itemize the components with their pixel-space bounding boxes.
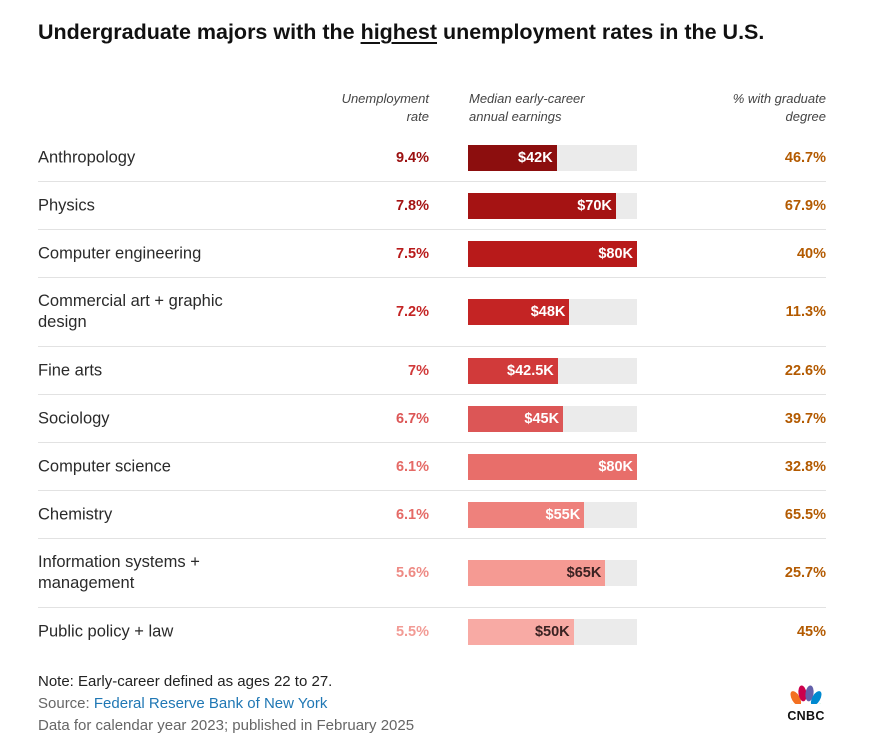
graduate-degree-value: 45%: [796, 623, 826, 640]
peacock-icon: [783, 685, 829, 715]
major-label: Anthropology: [38, 148, 136, 166]
header-earnings-line-1: Median early-career: [469, 91, 585, 106]
earnings-bar-label: $65K: [566, 565, 602, 581]
graduate-degree-value: 65.5%: [784, 506, 826, 523]
table-row: Anthropology 9.4% $42K 46.7%: [38, 134, 826, 182]
title-part-2: unemployment rates in the U.S.: [437, 20, 765, 44]
major-label: Chemistry: [38, 505, 113, 523]
graduate-degree-value: 40%: [796, 245, 826, 262]
graduate-degree-value: 67.9%: [784, 197, 826, 214]
table-body: Anthropology 9.4% $42K 46.7% Physics 7.8% $70K…: [38, 134, 826, 655]
header-grad-line-1: % with graduate: [732, 91, 826, 106]
earnings-bar: $50K: [468, 618, 574, 645]
table-row: Physics 7.8% $70K 67.9%: [38, 182, 826, 230]
table-row: Fine arts 7% $42.5K 22.6%: [38, 347, 826, 395]
earnings-bar: $42K: [468, 144, 557, 171]
table-row: Sociology 6.7% $45K 39.7%: [38, 395, 826, 443]
table-row: Computer engineering 7.5% $80K 40%: [38, 230, 826, 278]
major-label: Commercial art + graphic design: [38, 292, 223, 331]
unemployment-rate-value: 6.7%: [395, 410, 429, 427]
header-unemployment-line-1: Unemployment: [341, 91, 429, 106]
major-label: Physics: [38, 196, 95, 214]
graduate-degree-value: 46.7%: [784, 149, 826, 166]
major-label: Public policy + law: [38, 622, 174, 640]
graduate-degree-value: 32.8%: [784, 458, 826, 475]
earnings-bar-label: $80K: [598, 458, 633, 475]
earnings-bar-track: $42.5K: [468, 357, 637, 384]
earnings-bar: $42.5K: [468, 357, 558, 384]
chart-title: Undergraduate majors with the highest un…: [38, 20, 858, 45]
source-line: Source: Federal Reserve Bank of New York: [38, 693, 414, 715]
earnings-bar-track: $70K: [468, 192, 637, 219]
earnings-bar-label: $55K: [545, 506, 581, 523]
table-row: Public policy + law 5.5% $50K 45%: [38, 608, 826, 655]
earnings-bar-track: $80K: [468, 453, 637, 480]
cnbc-logo: CNBC: [783, 684, 829, 723]
table-row: Commercial art + graphic design 7.2% $48K 1…: [38, 278, 826, 347]
unemployment-rate-value: 7.5%: [395, 245, 429, 262]
table-row: Information systems + management 5.6% $65K…: [38, 539, 826, 608]
unemployment-rate-value: 5.5%: [395, 623, 429, 640]
unemployment-rate-value: 7.8%: [395, 197, 429, 214]
footer: Note: Early-career defined as ages 22 to…: [38, 671, 414, 737]
footnote: Note: Early-career defined as ages 22 to…: [38, 673, 333, 690]
earnings-bar: $45K: [468, 405, 564, 432]
unemployment-rate-value: 5.6%: [395, 565, 429, 581]
earnings-bar: $80K: [468, 240, 637, 267]
unemployment-rate-value: 9.4%: [395, 149, 429, 166]
earnings-bar-track: $42K: [468, 144, 637, 171]
graduate-degree-value: 25.7%: [784, 565, 826, 581]
earnings-bar-label: $70K: [577, 197, 612, 214]
unemployment-rate-value: 6.1%: [395, 458, 429, 475]
unemployment-rate-value: 7.2%: [395, 304, 429, 320]
earnings-bar-track: $80K: [468, 240, 637, 267]
earnings-bar: $65K: [468, 560, 606, 586]
table-row: Chemistry 6.1% $55K 65.5%: [38, 491, 826, 539]
earnings-bar-track: $55K: [468, 501, 637, 528]
data-note: Data for calendar year 2023; published i…: [38, 717, 415, 734]
earnings-bar-track: $65K: [468, 560, 637, 586]
graduate-degree-value: 11.3%: [785, 304, 826, 320]
major-label: Computer engineering: [38, 244, 202, 262]
unemployment-rate-value: 6.1%: [395, 506, 429, 523]
table-row: Computer science 6.1% $80K 32.8%: [38, 443, 826, 491]
earnings-bar-label: $50K: [534, 623, 570, 640]
title-highlight: highest: [360, 20, 438, 44]
earnings-bar-label: $42K: [518, 149, 553, 166]
earnings-bar: $70K: [468, 192, 616, 219]
header-earnings: Median early-career annual earnings: [469, 90, 649, 126]
major-label: Information systems + management: [38, 553, 200, 592]
earnings-bar-label: $48K: [530, 304, 566, 320]
source-prefix: Source:: [38, 695, 94, 712]
earnings-bar-label: $45K: [524, 410, 560, 427]
earnings-bar-label: $80K: [598, 245, 633, 262]
earnings-bar-label: $42.5K: [507, 362, 554, 379]
earnings-bar: $80K: [468, 453, 637, 480]
earnings-bar: $55K: [468, 501, 585, 528]
major-label: Sociology: [38, 409, 110, 427]
header-earnings-line-2: annual earnings: [469, 109, 562, 124]
header-unemployment-line-2: rate: [406, 109, 429, 124]
earnings-bar-track: $50K: [468, 618, 637, 645]
graduate-degree-value: 22.6%: [784, 362, 826, 379]
major-label: Computer science: [38, 457, 171, 475]
header-grad-line-2: degree: [785, 109, 826, 124]
earnings-bar: $48K: [468, 299, 570, 325]
unemployment-rate-value: 7%: [408, 362, 429, 379]
source-link[interactable]: Federal Reserve Bank of New York: [93, 695, 328, 712]
earnings-bar-track: $45K: [468, 405, 637, 432]
major-label: Fine arts: [38, 361, 103, 379]
earnings-bar-track: $48K: [468, 299, 637, 325]
graduate-degree-value: 39.7%: [784, 410, 826, 427]
title-part-1: Undergraduate majors with the: [38, 20, 361, 44]
logo-text: CNBC: [787, 709, 825, 723]
header-graduate-degree: % with graduate degree: [660, 90, 826, 126]
header-unemployment-rate: Unemployment rate: [300, 90, 429, 126]
